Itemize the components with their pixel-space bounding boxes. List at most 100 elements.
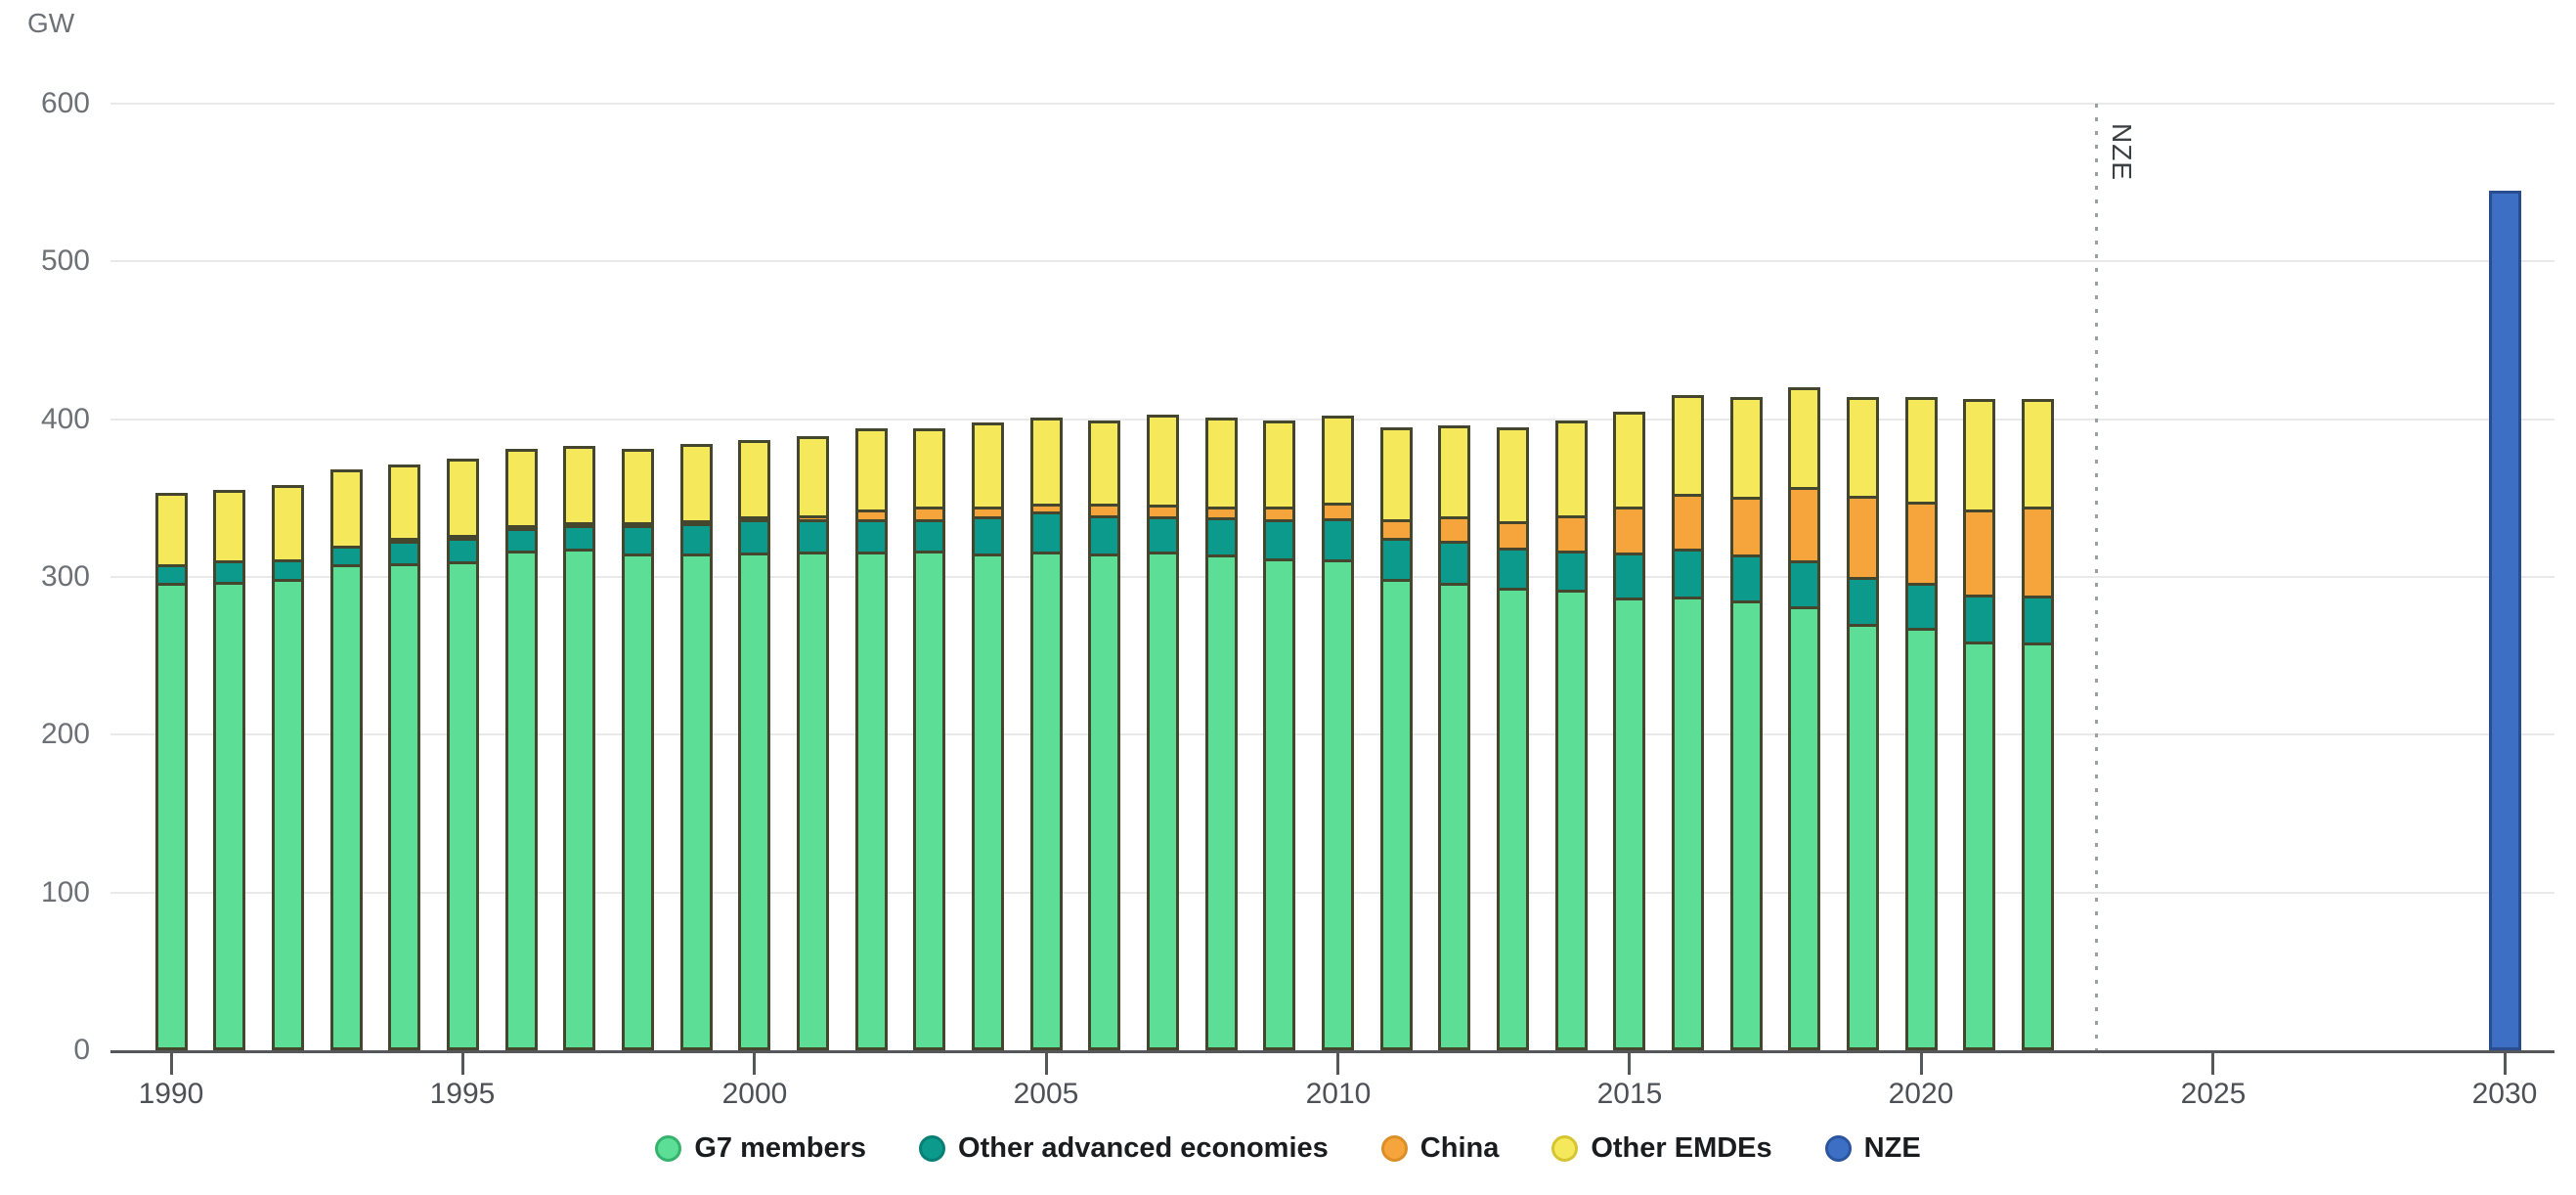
bar-segment-g7-members[interactable] [508, 550, 535, 1047]
bar-segment-other-advanced-economies[interactable] [1966, 594, 1992, 642]
bar-segment-china[interactable] [1908, 501, 1935, 584]
bar-segment-other-emdes[interactable] [1558, 423, 1585, 516]
bar-segment-china[interactable] [1616, 507, 1642, 553]
bar-segment-other-advanced-economies[interactable] [1383, 538, 1410, 579]
bar-segment-china[interactable] [1558, 515, 1585, 551]
bar-segment-china[interactable] [1208, 506, 1235, 518]
bar-1992[interactable] [272, 485, 304, 1050]
bar-1994[interactable] [388, 465, 420, 1050]
bar-segment-other-emdes[interactable] [1966, 402, 1992, 510]
bar-segment-other-emdes[interactable] [1383, 430, 1410, 520]
bar-segment-other-emdes[interactable] [858, 431, 885, 509]
legend-item-g7-members[interactable]: G7 members [655, 1132, 866, 1165]
bar-segment-other-advanced-economies[interactable] [391, 541, 417, 563]
bar-segment-china[interactable] [1791, 487, 1817, 561]
bar-segment-other-advanced-economies[interactable] [275, 559, 301, 579]
bar-2005[interactable] [1030, 418, 1063, 1050]
bar-segment-other-advanced-economies[interactable] [1616, 552, 1642, 598]
bar-segment-other-advanced-economies[interactable] [566, 525, 592, 550]
bar-segment-china[interactable] [450, 535, 476, 539]
bar-segment-g7-members[interactable] [916, 550, 942, 1047]
bar-1995[interactable] [447, 459, 479, 1050]
bar-segment-other-advanced-economies[interactable] [1150, 515, 1176, 553]
bar-segment-other-emdes[interactable] [333, 472, 360, 547]
bar-segment-other-emdes[interactable] [1500, 430, 1526, 521]
bar-segment-china[interactable] [2025, 507, 2051, 597]
bar-segment-g7-members[interactable] [1675, 597, 1701, 1047]
bar-segment-china[interactable] [1150, 505, 1176, 516]
bar-segment-other-advanced-economies[interactable] [800, 518, 826, 553]
bar-segment-g7-members[interactable] [1558, 589, 1585, 1047]
legend-item-other-advanced-economies[interactable]: Other advanced economies [919, 1132, 1329, 1165]
bar-segment-china[interactable] [1033, 503, 1060, 511]
bar-segment-g7-members[interactable] [1791, 605, 1817, 1047]
bar-segment-other-emdes[interactable] [391, 467, 417, 538]
bar-2019[interactable] [1847, 397, 1879, 1050]
bar-2000[interactable] [738, 440, 770, 1050]
bar-segment-china[interactable] [975, 507, 1001, 516]
bar-2018[interactable] [1788, 387, 1820, 1050]
bar-segment-other-emdes[interactable] [1325, 419, 1351, 504]
bar-segment-china[interactable] [800, 515, 826, 519]
bar-segment-china[interactable] [1266, 506, 1292, 519]
bar-segment-other-emdes[interactable] [625, 452, 651, 522]
bar-segment-g7-members[interactable] [1150, 552, 1176, 1047]
bar-segment-g7-members[interactable] [858, 552, 885, 1047]
bar-segment-g7-members[interactable] [566, 549, 592, 1047]
bar-2007[interactable] [1147, 415, 1179, 1050]
bar-segment-other-advanced-economies[interactable] [916, 518, 942, 551]
bar-segment-other-advanced-economies[interactable] [450, 538, 476, 562]
bar-segment-china[interactable] [1441, 515, 1467, 542]
bar-1991[interactable] [213, 490, 245, 1050]
bar-segment-other-emdes[interactable] [1850, 400, 1876, 496]
bar-segment-g7-members[interactable] [1850, 623, 1876, 1047]
bar-segment-g7-members[interactable] [1325, 558, 1351, 1047]
bar-2022[interactable] [2022, 399, 2054, 1050]
bar-segment-g7-members[interactable] [275, 578, 301, 1047]
bar-2030[interactable] [2489, 191, 2521, 1050]
bar-segment-other-advanced-economies[interactable] [2025, 596, 2051, 643]
bar-segment-china[interactable] [741, 516, 767, 520]
bar-segment-g7-members[interactable] [1091, 553, 1117, 1047]
bar-segment-other-emdes[interactable] [1266, 423, 1292, 507]
bar-segment-other-advanced-economies[interactable] [1675, 548, 1701, 598]
bar-1998[interactable] [622, 449, 654, 1050]
bar-2012[interactable] [1438, 425, 1470, 1050]
bar-segment-china[interactable] [1383, 519, 1410, 539]
bar-1996[interactable] [505, 449, 538, 1050]
bar-segment-other-advanced-economies[interactable] [1325, 518, 1351, 559]
bar-segment-china[interactable] [1733, 497, 1760, 555]
bar-2010[interactable] [1322, 416, 1354, 1050]
bar-segment-other-advanced-economies[interactable] [1733, 554, 1760, 600]
bar-segment-other-emdes[interactable] [1150, 418, 1176, 506]
bar-2014[interactable] [1555, 420, 1588, 1050]
bar-segment-other-emdes[interactable] [275, 488, 301, 560]
bar-segment-other-emdes[interactable] [158, 496, 185, 565]
bar-segment-other-advanced-economies[interactable] [1558, 550, 1585, 590]
bar-segment-g7-members[interactable] [391, 562, 417, 1047]
bar-segment-g7-members[interactable] [741, 552, 767, 1047]
bar-segment-other-emdes[interactable] [1441, 428, 1467, 516]
bar-2004[interactable] [972, 422, 1004, 1050]
bar-1993[interactable] [330, 469, 363, 1050]
bar-segment-china[interactable] [916, 506, 942, 519]
bar-segment-g7-members[interactable] [216, 582, 242, 1047]
bar-segment-china[interactable] [391, 537, 417, 542]
bar-segment-china[interactable] [625, 521, 651, 526]
bar-segment-g7-members[interactable] [1441, 583, 1467, 1047]
bar-segment-other-emdes[interactable] [1033, 420, 1060, 504]
bar-segment-other-advanced-economies[interactable] [1033, 510, 1060, 553]
bar-segment-g7-members[interactable] [333, 564, 360, 1047]
bar-segment-g7-members[interactable] [1500, 588, 1526, 1047]
bar-segment-china[interactable] [858, 509, 885, 519]
bar-2009[interactable] [1263, 420, 1295, 1050]
bar-segment-g7-members[interactable] [2025, 642, 2051, 1047]
bar-segment-china[interactable] [566, 522, 592, 526]
bar-segment-other-advanced-economies[interactable] [216, 559, 242, 583]
bar-segment-china[interactable] [508, 525, 535, 529]
bar-segment-nze[interactable] [2492, 194, 2518, 1047]
bar-segment-other-advanced-economies[interactable] [1208, 517, 1235, 555]
bar-segment-other-emdes[interactable] [1675, 398, 1701, 494]
bar-1990[interactable] [155, 493, 188, 1050]
bar-segment-g7-members[interactable] [1266, 557, 1292, 1047]
